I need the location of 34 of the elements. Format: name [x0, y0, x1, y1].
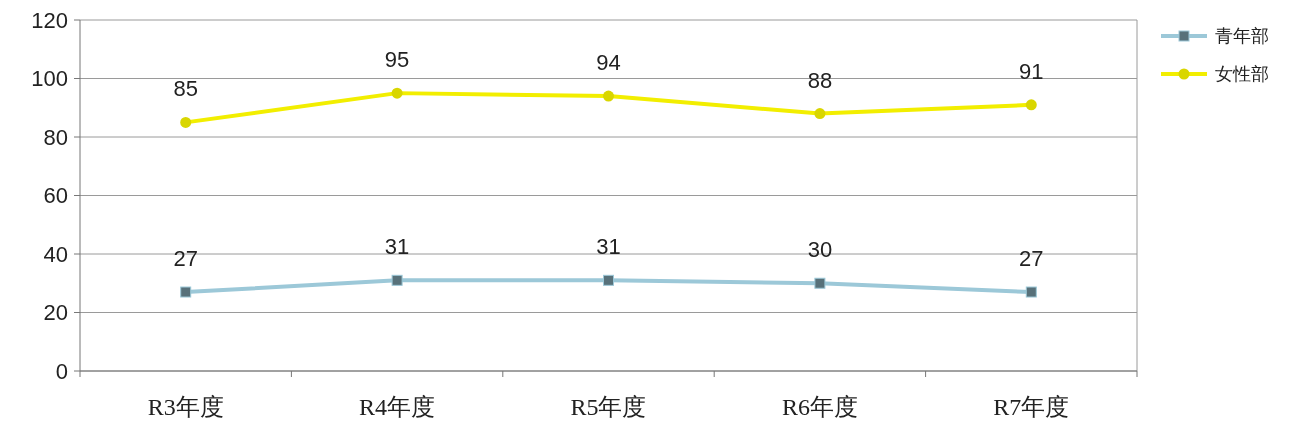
- legend-label: 女性部: [1215, 64, 1269, 85]
- x-tick-label: R5年度: [570, 394, 647, 420]
- x-tick-label: R4年度: [359, 394, 436, 420]
- point: [180, 116, 192, 128]
- data-label: 95: [384, 47, 410, 73]
- y-tick-label: 120: [31, 7, 68, 33]
- data-label: 31: [596, 234, 621, 260]
- data-label: 30: [807, 237, 833, 263]
- legend-label: 青年部: [1215, 26, 1269, 47]
- y-tick-label: 0: [55, 358, 68, 384]
- y-tick-label: 80: [43, 124, 68, 150]
- data-label: 31: [384, 234, 410, 260]
- point: [1025, 286, 1037, 298]
- x-tick-label: R7年度: [993, 394, 1070, 420]
- data-label: 27: [173, 246, 198, 272]
- point: [391, 274, 403, 286]
- point: [391, 87, 403, 99]
- point: [814, 277, 826, 289]
- y-tick-label: 20: [43, 300, 68, 326]
- data-label: 94: [596, 50, 621, 76]
- data-label: 85: [173, 76, 198, 102]
- point: [814, 108, 826, 120]
- data-label: 88: [807, 67, 833, 93]
- data-label: 27: [1019, 246, 1044, 272]
- x-tick-label: R6年度: [781, 394, 858, 420]
- point: [1025, 99, 1037, 111]
- y-tick-label: 60: [43, 183, 68, 209]
- data-label: 91: [1019, 58, 1044, 84]
- x-tick-label: R3年度: [147, 394, 224, 420]
- y-tick-label: 100: [31, 66, 68, 92]
- y-tick-label: 40: [43, 241, 68, 267]
- point: [180, 286, 192, 298]
- point: [603, 90, 614, 102]
- point: [603, 274, 614, 286]
